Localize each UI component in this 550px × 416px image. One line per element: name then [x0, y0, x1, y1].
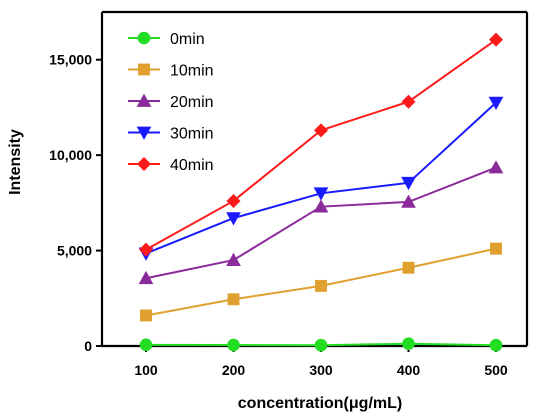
legend-label: 20min — [170, 94, 214, 111]
legend-marker — [137, 31, 151, 45]
legend-marker — [138, 63, 150, 76]
data-point — [227, 338, 240, 352]
legend-item-0min: 0min — [128, 31, 205, 48]
legend-marker — [137, 157, 151, 171]
data-point — [140, 309, 152, 322]
x-axis-title: concentration(μg/mL) — [238, 395, 402, 412]
data-point — [315, 279, 327, 292]
x-tick-label: 500 — [484, 362, 508, 378]
data-point — [314, 338, 328, 352]
axes — [100, 10, 529, 348]
y-tick-label: 5,000 — [57, 243, 92, 259]
data-point — [490, 242, 502, 255]
series-0min — [139, 337, 503, 352]
x-tick-label: 400 — [397, 362, 421, 378]
plot-area — [138, 32, 504, 352]
series-40min — [139, 32, 503, 257]
data-point — [138, 270, 154, 285]
data-point — [227, 293, 240, 306]
data-point — [139, 242, 153, 257]
legend-item-40min: 40min — [128, 157, 214, 174]
series-line — [145, 166, 497, 280]
data-point — [314, 123, 328, 138]
data-point — [313, 199, 329, 213]
data-point — [313, 187, 329, 201]
data-point — [226, 212, 241, 226]
data-point — [226, 193, 241, 208]
series-10min — [140, 242, 502, 322]
y-axis-title: Intensity — [7, 129, 24, 195]
data-point — [226, 252, 241, 266]
legend-label: 0min — [170, 31, 205, 48]
legend-marker — [136, 93, 152, 107]
x-tick-label: 300 — [309, 362, 333, 378]
data-point — [489, 32, 503, 47]
data-point — [401, 94, 416, 109]
legend-item-20min: 20min — [128, 93, 214, 111]
data-point — [139, 338, 153, 352]
legend-item-30min: 30min — [128, 126, 214, 143]
series-30min — [138, 96, 504, 261]
legend-label: 40min — [170, 157, 214, 174]
data-point — [402, 261, 415, 274]
x-tick-label: 100 — [134, 362, 158, 378]
y-tick-label: 10,000 — [49, 147, 92, 163]
y-tick-label: 15,000 — [49, 52, 92, 68]
series-20min — [138, 160, 504, 285]
legend-marker — [136, 126, 152, 140]
legend-item-10min: 10min — [128, 63, 214, 80]
data-point — [401, 194, 416, 208]
data-point — [402, 337, 415, 351]
data-point — [489, 338, 503, 352]
data-point — [488, 96, 504, 111]
legend: 0min 10min 20min 30min 40min — [128, 31, 214, 174]
y-axis-ticks: 0 5,000 10,000 15,000 — [49, 52, 102, 354]
legend-label: 10min — [170, 63, 214, 80]
data-point — [488, 160, 504, 174]
x-tick-label: 200 — [222, 362, 246, 378]
legend-label: 30min — [170, 126, 214, 143]
y-tick-label: 0 — [84, 338, 92, 354]
data-point — [401, 176, 416, 191]
